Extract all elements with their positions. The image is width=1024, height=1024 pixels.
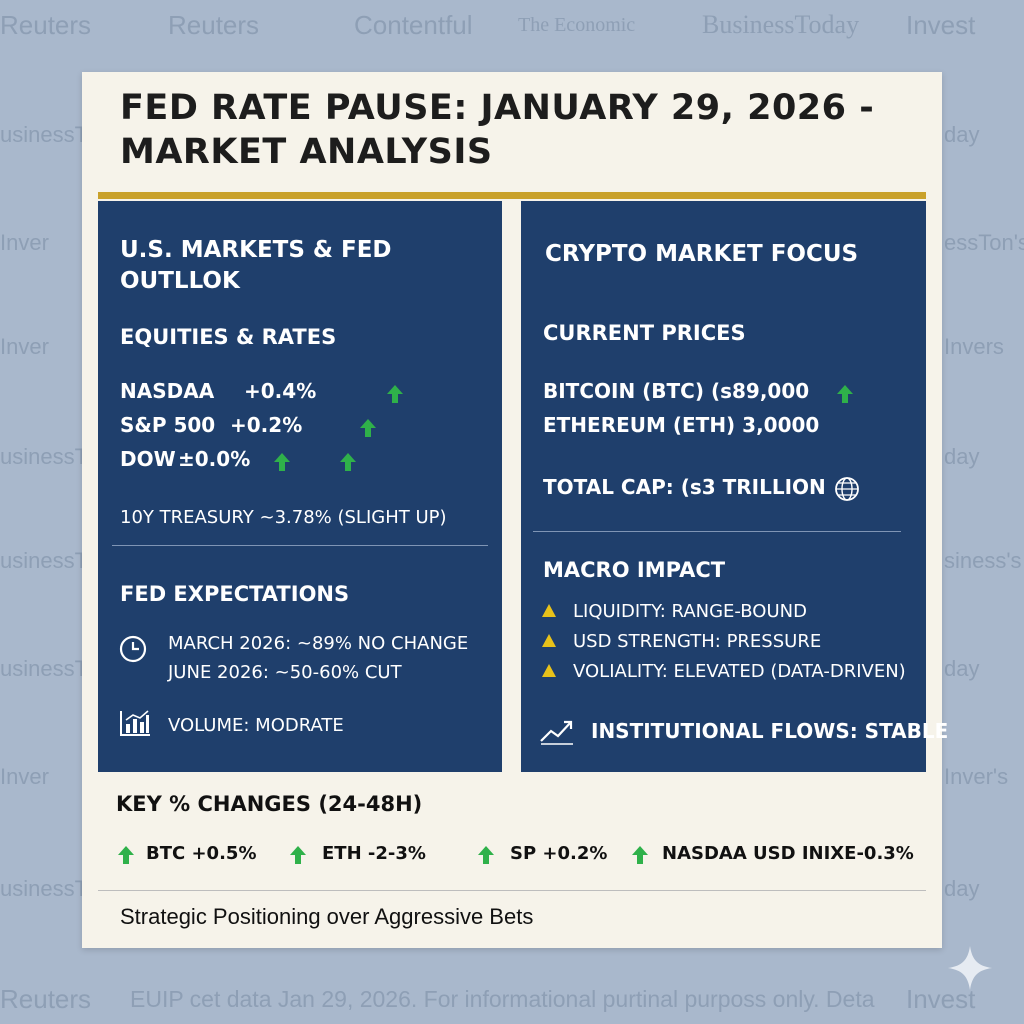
watermark-right-2: essTon's [944,230,1024,255]
watermark-right-7: Inver's [944,764,1009,789]
institutional-flows: INSTITUTIONAL FLOWS: STABLE [591,719,949,743]
up-arrow-icon [118,846,134,864]
up-arrow-icon [387,385,403,403]
analysis-card: FED RATE PAUSE: JANUARY 29, 2026 - MARKE… [82,72,948,948]
crypto-panel: CRYPTO MARKET FOCUS CURRENT PRICES BITCO… [521,201,948,772]
total-cap: TOTAL CAP: (s3 TRILLION [543,475,826,499]
watermark-invest: Invest [906,10,976,40]
watermark-reuters-1: Reuters [0,10,92,40]
tagline: Strategic Positioning over Aggressive Be… [120,904,534,929]
warning-icon [542,664,556,677]
watermark-left-1: usinessTo [0,122,98,147]
bottom-rule [98,890,926,891]
left-divider [112,545,488,546]
up-arrow-icon [340,453,356,471]
footer-reuters-watermark: Reuters [0,984,92,1014]
up-arrow-icon [837,385,853,403]
watermark-right-6: day [944,656,980,681]
nasdaq-name: NASDAA [120,379,215,403]
sp500-name: S&P 500 [120,413,216,437]
right-divider [533,531,901,532]
watermark-left-7: Inver [0,764,49,789]
volume-line: VOLUME: MODRATE [168,715,344,736]
key-change-nasdaq-usd: NASDAA USD INIXE-0.3% [662,843,914,864]
up-arrow-icon [360,419,376,437]
watermark-left-6: usinessTo [0,656,98,681]
watermark-contentful: Contentful [354,10,473,40]
crypto-heading: CRYPTO MARKET FOCUS [545,241,859,267]
up-arrow-icon [274,453,290,471]
warning-icon [542,604,556,617]
dow-name: DOW [120,447,176,471]
current-prices-heading: CURRENT PRICES [543,321,746,345]
watermark-economic: The Economic [518,14,636,36]
key-change-btc: BTC +0.5% [146,843,257,864]
footer-disclaimer: EUIP cet data Jan 29, 2026. For informat… [130,986,875,1012]
watermark-right-5: siness's [944,548,1022,573]
watermark-right-1: day [944,122,980,147]
watermark-reuters-2: Reuters [168,10,260,40]
ethereum-price: ETHEREUM (ETH) 3,0000 [543,413,820,437]
watermark-left-2: Inver [0,230,49,255]
key-change-sp: SP +0.2% [510,843,608,864]
dow-change: ±0.0% [178,447,251,471]
clock-icon [119,635,147,663]
sp500-change: +0.2% [230,413,303,437]
macro-volatility: VOLIALITY: ELEVATED (DATA-DRIVEN) [573,661,906,682]
fed-march-line: MARCH 2026: ~89% NO CHANGE [168,633,469,654]
fed-expectations-heading: FED EXPECTATIONS [120,582,350,606]
watermark-left-4: usinessTo [0,444,98,469]
up-arrow-icon [632,846,648,864]
macro-liquidity: LIQUIDITY: RANGE-BOUND [573,601,807,622]
watermark-right-3: Invers [944,334,1004,359]
up-arrow-icon [290,846,306,864]
watermark-right-4: day [944,444,980,469]
watermark-left-5: usinessTo [0,548,98,573]
treasury-line: 10Y TREASURY ~3.78% (SLIGHT UP) [120,507,447,528]
watermark-left-8: usinessTo [0,876,98,901]
watermark-right-8: day [944,876,980,901]
sparkle-icon [948,946,992,990]
up-arrow-icon [478,846,494,864]
bar-chart-icon [120,710,150,736]
trend-line-icon [540,720,573,745]
macro-usd-strength: USD STRENGTH: PRESSURE [573,631,822,652]
footer-invest-watermark: Invest [906,984,976,1014]
page-title: FED RATE PAUSE: JANUARY 29, 2026 - MARKE… [120,88,875,172]
key-changes-heading: KEY % CHANGES (24-48H) [116,792,423,816]
warning-icon [542,634,556,647]
gold-accent-bar [98,192,926,199]
watermark-left-3: Inver [0,334,49,359]
fed-june-line: JUNE 2026: ~50-60% CUT [168,662,402,683]
equities-heading: EQUITIES & RATES [120,325,337,349]
us-markets-heading: U.S. MARKETS & FED OUTLLOK [120,237,392,294]
globe-icon [835,477,859,501]
key-change-eth: ETH -2-3% [322,843,426,864]
watermark-businesstoday: BusinessToday [702,10,860,39]
bitcoin-price: BITCOIN (BTC) (s89,000 [543,379,810,403]
us-markets-panel: U.S. MARKETS & FED OUTLLOK EQUITIES & RA… [98,201,502,772]
macro-impact-heading: MACRO IMPACT [543,558,726,582]
nasdaq-change: +0.4% [244,379,317,403]
